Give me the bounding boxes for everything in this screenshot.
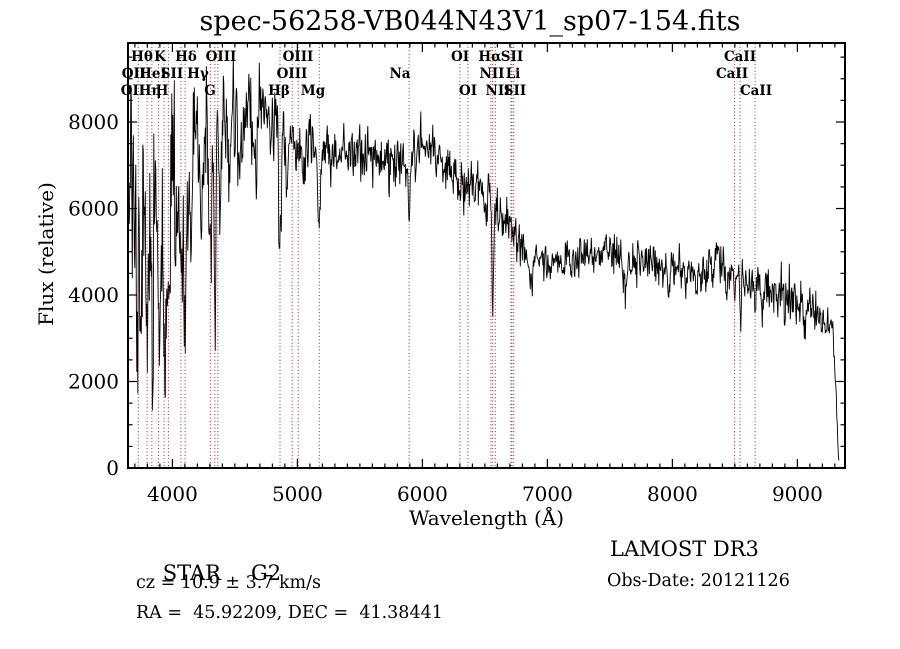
- x-axis-label: Wavelength (Å): [408, 506, 565, 530]
- spectral-line-label: CaII: [740, 83, 772, 99]
- axis-ticks: [128, 43, 845, 469]
- spectral-line-label: SII: [504, 83, 526, 99]
- spectral-line-label: SII: [161, 66, 183, 82]
- y-axis-label: Flux (relative): [34, 182, 58, 326]
- x-tick-label: 4000: [147, 482, 198, 506]
- x-tick-label: 8000: [647, 482, 698, 506]
- spectral-line-label: Hγ: [187, 66, 209, 82]
- spectral-line-label: Hη: [139, 83, 162, 99]
- x-tick-label: 7000: [522, 482, 573, 506]
- plot-title: spec-56258-VB044N43V1_sp07-154.fits: [199, 6, 741, 37]
- y-tick-label: 0: [106, 456, 119, 480]
- x-tick-label: 6000: [397, 482, 448, 506]
- x-tick-label: 5000: [272, 482, 323, 506]
- y-tick-label: 4000: [68, 283, 119, 307]
- spectral-line-markers: [137, 43, 756, 468]
- spectral-line-label: OII: [121, 83, 145, 99]
- spectral-line-label: Hθ: [131, 49, 153, 65]
- object-type: STAR: [162, 561, 221, 585]
- spectral-line-label: Mg: [301, 83, 326, 99]
- survey-release-line: LAMOST DR3: [610, 537, 759, 561]
- spectral-line-label: OIII: [206, 49, 237, 65]
- spectrum-trace: [128, 54, 840, 461]
- object-subclass: G2: [250, 561, 282, 585]
- spectral-line-label: Hδ: [175, 49, 197, 65]
- spectral-line-label: SII: [501, 49, 523, 65]
- spectral-line-label: OIII: [277, 66, 308, 82]
- y-tick-labels: 0 2000 4000 6000 8000: [68, 110, 119, 480]
- spectral-line-label: HeI: [139, 66, 167, 82]
- plot-box: [127, 42, 846, 469]
- spectral-line-label: Na: [389, 66, 410, 82]
- spectral-line-label: Hα: [478, 49, 502, 65]
- x-tick-labels: 4000 5000 6000 7000 8000 9000: [147, 482, 823, 506]
- spectral-line-label: OI: [459, 83, 477, 99]
- spectral-line-label: OI: [451, 49, 469, 65]
- spectral-line-label: CaII: [716, 66, 748, 82]
- radial-velocity-line: cz = 10.9 ± 3.7 km/s: [136, 573, 322, 593]
- x-tick-label: 9000: [772, 482, 823, 506]
- spectral-line-label: Li: [506, 66, 521, 82]
- spectral-line-label: NII: [480, 66, 505, 82]
- spectral-line-label: CaII: [724, 49, 756, 65]
- y-tick-label: 2000: [68, 370, 119, 394]
- spectral-line-label: K: [154, 49, 167, 65]
- spectral-line-label: OIII: [283, 49, 314, 65]
- spectral-line-label: H: [156, 83, 169, 99]
- spectral-line-label: NII: [486, 83, 511, 99]
- spectral-line-label: OII: [122, 66, 146, 82]
- y-tick-label: 6000: [68, 197, 119, 221]
- spectral-line-label: G: [204, 83, 216, 99]
- spectral-line-label: Hβ: [268, 83, 290, 99]
- obs-date-line: Obs-Date: 20121126: [607, 571, 790, 591]
- y-tick-label: 8000: [68, 110, 119, 134]
- coordinates-line: RA = 45.92209, DEC = 41.38441: [136, 603, 443, 623]
- classification-line: STAR G2: [136, 537, 281, 609]
